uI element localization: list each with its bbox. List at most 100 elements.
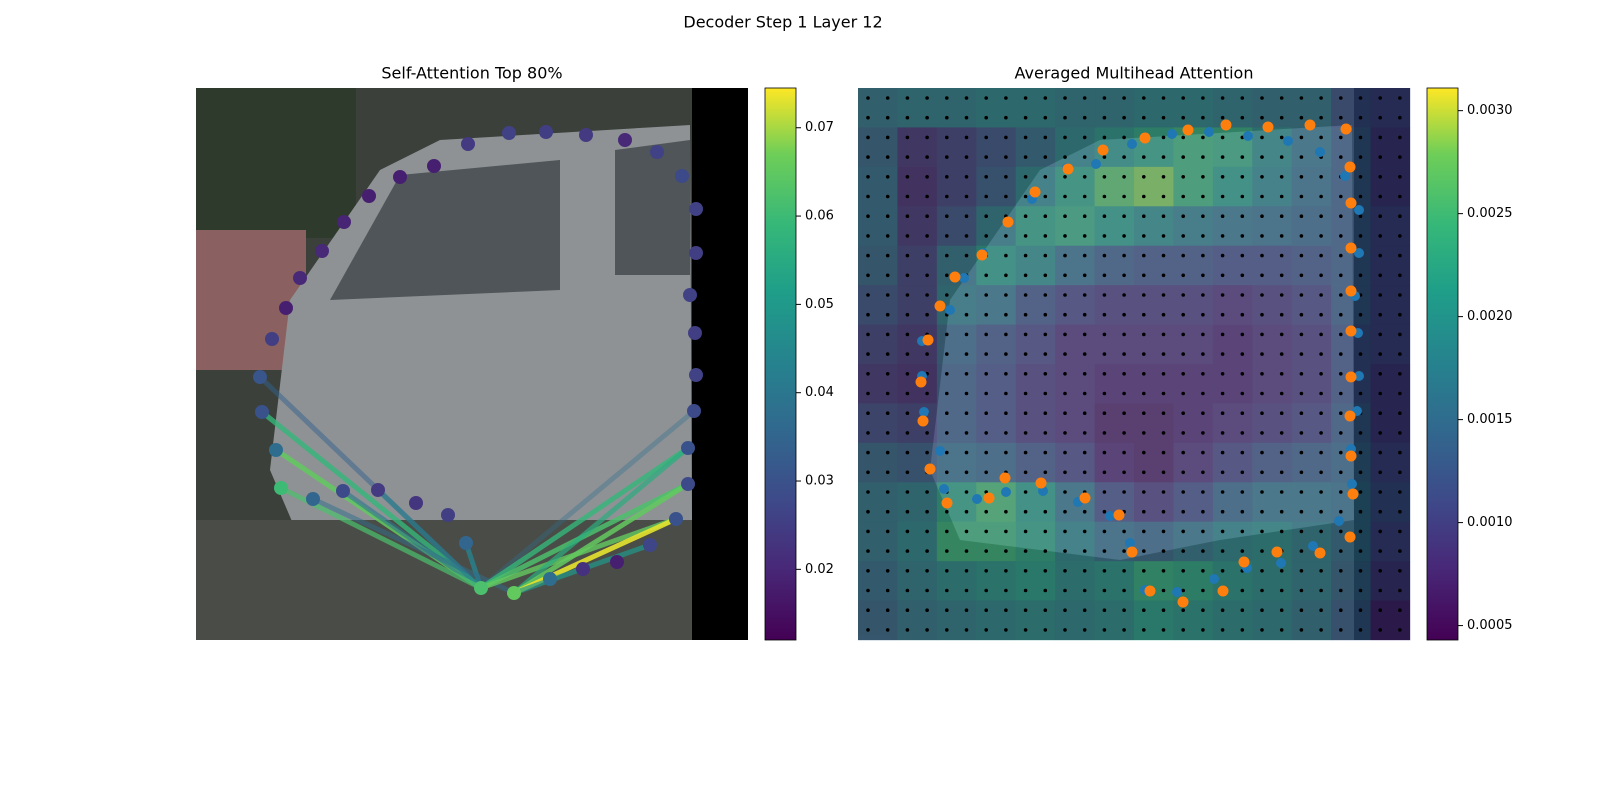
grid-dot <box>1004 332 1008 337</box>
grid-dot <box>1299 608 1304 612</box>
grid-dot <box>866 391 870 396</box>
heat-cell <box>1212 88 1253 128</box>
grid-dot <box>1181 214 1185 218</box>
gt-point <box>1125 538 1135 548</box>
grid-dot <box>1299 135 1304 140</box>
grid-dot <box>1201 234 1205 238</box>
point <box>441 508 455 522</box>
grid-dot <box>1240 509 1245 514</box>
grid-dot <box>984 194 988 199</box>
grid-dot <box>905 608 910 612</box>
heat-cell <box>1173 166 1214 207</box>
heat-cell <box>936 127 977 168</box>
grid-dot <box>1102 253 1107 258</box>
grid-dot <box>1260 234 1264 238</box>
grid-dot <box>1122 312 1126 317</box>
heat-cell <box>1291 442 1332 483</box>
grid-dot <box>1102 490 1107 494</box>
grid-dot <box>1279 411 1284 416</box>
grid-dot <box>1161 529 1166 534</box>
grid-dot <box>1299 411 1304 416</box>
grid-dot <box>1220 312 1225 317</box>
pred-point <box>1345 371 1357 383</box>
grid-dot <box>1398 194 1402 199</box>
heat-cell <box>1134 166 1174 207</box>
grid-dot <box>945 214 949 218</box>
colorbar <box>1426 87 1459 641</box>
grid-dot <box>1181 135 1185 140</box>
grid-dot <box>1319 293 1323 297</box>
grid-dot <box>885 234 890 238</box>
grid-dot <box>1279 352 1284 356</box>
pred-point <box>949 271 961 283</box>
grid-dot <box>905 391 910 396</box>
heat-cell <box>1055 127 1095 168</box>
heat-cell <box>1331 88 1371 128</box>
grid-dot <box>1339 194 1343 199</box>
grid-dot <box>1319 470 1323 475</box>
grid-dot <box>905 352 910 356</box>
heat-cell <box>1252 442 1293 483</box>
grid-dot <box>1063 293 1067 297</box>
heat-cell <box>1094 442 1135 483</box>
grid-dot <box>1102 372 1107 376</box>
grid-dot <box>945 628 949 632</box>
point <box>336 484 350 498</box>
grid-dot <box>885 293 890 297</box>
heat-cell <box>1212 600 1253 641</box>
grid-dot <box>1043 450 1048 455</box>
grid-dot <box>1220 411 1225 416</box>
heat-cell <box>976 403 1017 444</box>
grid-dot <box>1082 608 1087 612</box>
grid-dot <box>905 312 910 317</box>
grid-dot <box>1082 175 1087 179</box>
grid-dot <box>1023 115 1028 120</box>
heat-cell <box>1370 127 1411 168</box>
heat-cell <box>1015 561 1056 601</box>
pred-point <box>1238 556 1250 568</box>
heat-cell <box>1291 364 1332 404</box>
grid-dot <box>1082 115 1087 120</box>
grid-dot <box>945 411 949 416</box>
grid-dot <box>1043 569 1048 573</box>
grid-dot <box>1279 450 1284 455</box>
heat-cell <box>1055 88 1095 128</box>
grid-dot <box>1181 234 1185 238</box>
heat-cell <box>1370 364 1411 404</box>
grid-dot <box>1181 529 1185 534</box>
grid-dot <box>1279 253 1284 258</box>
grid-dot <box>1398 234 1402 238</box>
pred-point <box>1079 492 1091 504</box>
grid-dot <box>984 529 988 534</box>
grid-dot <box>1043 411 1048 416</box>
grid-dot <box>1260 372 1264 376</box>
grid-dot <box>925 175 929 179</box>
colorbar <box>764 87 797 641</box>
grid-dot <box>925 352 929 356</box>
grid-dot <box>1043 549 1048 553</box>
grid-dot <box>866 490 870 494</box>
heat-cell <box>1055 403 1095 444</box>
grid-dot <box>1043 509 1048 514</box>
heat-cell <box>1252 127 1293 168</box>
heat-cell <box>1134 285 1174 325</box>
grid-dot <box>885 470 890 475</box>
heat-cell <box>1370 285 1411 325</box>
grid-dot <box>925 135 929 140</box>
heat-cell <box>1291 206 1332 247</box>
point <box>315 244 329 258</box>
grid-dot <box>1181 115 1185 120</box>
grid-dot <box>1240 234 1245 238</box>
grid-dot <box>1339 155 1343 159</box>
grid-dot <box>1043 214 1048 218</box>
heat-cell <box>1291 403 1332 444</box>
grid-dot <box>1240 293 1245 297</box>
grid-dot <box>1004 569 1008 573</box>
grid-dot <box>925 214 929 218</box>
grid-dot <box>1023 332 1028 337</box>
grid-dot <box>1398 273 1402 278</box>
grid-dot <box>1004 312 1008 317</box>
grid-dot <box>1201 96 1205 100</box>
grid-dot <box>1023 549 1028 553</box>
heat-cell <box>858 600 898 641</box>
